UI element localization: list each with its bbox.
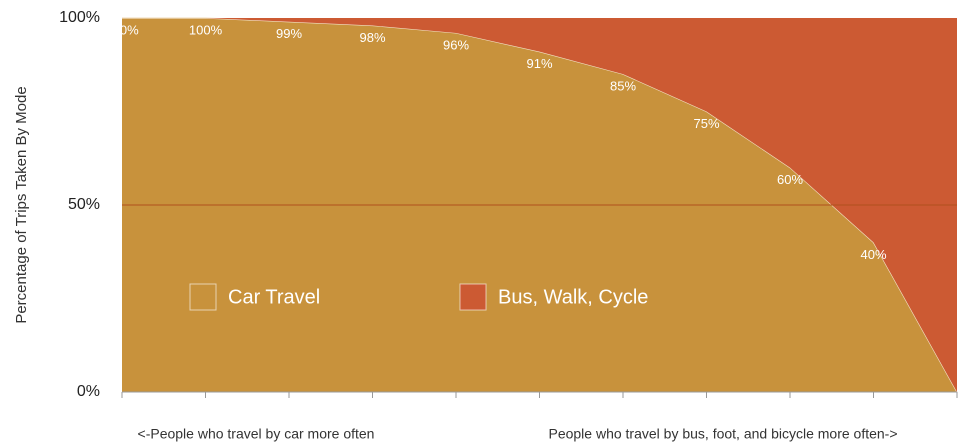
data-label: 99% (276, 26, 302, 41)
legend-swatch (459, 283, 487, 311)
data-label: 40% (860, 247, 886, 262)
data-label: 100% (189, 22, 223, 37)
legend-label: Car Travel (228, 286, 320, 308)
y-tick-label: 0% (77, 383, 100, 400)
data-label: 91% (526, 56, 552, 71)
legend-label: Bus, Walk, Cycle (498, 286, 648, 308)
data-label: 96% (443, 37, 469, 52)
x-annotation: <-People who travel by car more often (138, 426, 375, 442)
data-label: 75% (693, 116, 719, 131)
x-annotation: People who travel by bus, foot, and bicy… (548, 426, 897, 442)
y-tick-label: 50% (68, 196, 100, 213)
data-label: 60% (777, 172, 803, 187)
y-tick-label: 100% (59, 9, 100, 26)
legend-swatch (189, 283, 217, 311)
data-label: 85% (610, 79, 636, 94)
data-label: 100% (105, 22, 139, 37)
data-label: 98% (359, 30, 385, 45)
data-label: 0% (948, 396, 967, 411)
data-labels: 100% 100% 99% 98% 96% 91% 85% 75% 60% 40% 0% (105, 22, 966, 411)
y-axis-label: Percentage of Trips Taken By Mode (13, 86, 30, 323)
area (122, 18, 957, 392)
